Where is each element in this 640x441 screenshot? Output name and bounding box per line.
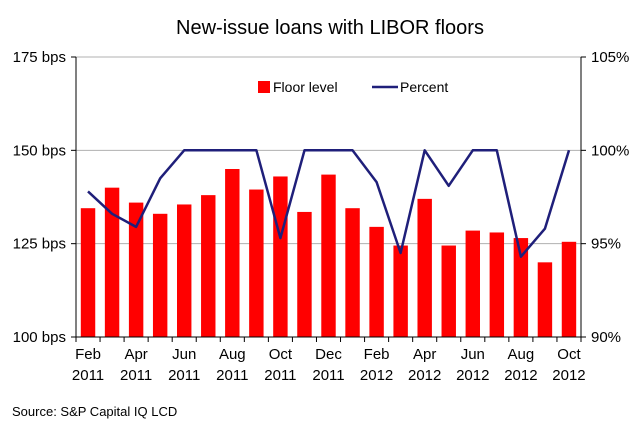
- bar-mar-2012: [393, 245, 408, 337]
- x-tick-label-year: 2011: [168, 367, 200, 384]
- bar-feb-2011: [80, 208, 96, 337]
- bar-jan-2012: [345, 208, 360, 337]
- bar-jun-2012: [465, 230, 480, 337]
- chart-title: New-issue loans with LIBOR floors: [176, 17, 484, 39]
- bar-jul-2011: [201, 195, 216, 337]
- x-tick-label-month: Feb: [364, 346, 390, 363]
- x-tick-label-month: Oct: [557, 346, 581, 363]
- x-tick-label-year: 2012: [456, 367, 489, 384]
- bar-may-2011: [152, 213, 168, 337]
- left-axis-tick-label: 175 bps: [13, 49, 66, 66]
- x-tick-label-year: 2012: [408, 367, 441, 384]
- right-axis-tick-label: 105%: [591, 49, 629, 66]
- left-axis-tick-label: 150 bps: [13, 142, 66, 159]
- x-tick-label-year: 2012: [504, 367, 537, 384]
- x-tick-label-month: Oct: [269, 346, 293, 363]
- right-axis-tick-label: 95%: [591, 236, 621, 253]
- x-tick-label-year: 2012: [360, 367, 393, 384]
- bar-nov-2011: [297, 211, 312, 337]
- x-tick-label-month: Dec: [315, 346, 342, 363]
- x-tick-label-month: Apr: [413, 346, 436, 363]
- bar-apr-2011: [128, 202, 144, 337]
- bar-aug-2012: [513, 238, 529, 337]
- source-note: Source: S&P Capital IQ LCD: [12, 404, 177, 419]
- left-axis-tick-label: 125 bps: [13, 236, 66, 253]
- bar-oct-2012: [561, 241, 577, 337]
- bar-dec-2011: [321, 174, 336, 337]
- x-tick-label-year: 2011: [72, 367, 104, 384]
- x-tick-label-year: 2012: [552, 367, 585, 384]
- x-tick-label-month: Apr: [124, 346, 147, 363]
- bar-oct-2011: [273, 176, 288, 337]
- legend-label-floor-level: Floor level: [273, 79, 338, 95]
- legend-label-percent: Percent: [400, 79, 448, 95]
- left-axis-tick-label: 100 bps: [13, 329, 66, 346]
- x-tick-label-month: Feb: [75, 346, 101, 363]
- bar-apr-2012: [417, 198, 432, 337]
- bar-feb-2012: [369, 226, 384, 337]
- right-axis-tick-label: 100%: [591, 142, 629, 159]
- x-tick-label-year: 2011: [264, 367, 296, 384]
- x-tick-label-month: Jun: [461, 346, 485, 363]
- x-tick-label-month: Jun: [172, 346, 196, 363]
- x-tick-label-year: 2011: [120, 367, 152, 384]
- bar-jun-2011: [177, 204, 192, 337]
- right-axis-tick-label: 90%: [591, 329, 621, 346]
- bar-mar-2011: [104, 187, 120, 337]
- percent-line: [87, 149, 571, 258]
- bar-sep-2012: [537, 262, 553, 337]
- x-tick-label-month: Aug: [219, 346, 246, 363]
- x-tick-label-year: 2011: [312, 367, 344, 384]
- bar-sep-2011: [249, 189, 264, 337]
- x-tick-label-year: 2011: [216, 367, 248, 384]
- bar-may-2012: [441, 245, 456, 337]
- x-tick-label-month: Aug: [508, 346, 535, 363]
- bar-aug-2011: [225, 169, 240, 337]
- legend-swatch-floor-level: [258, 81, 270, 93]
- bar-jul-2012: [489, 232, 505, 337]
